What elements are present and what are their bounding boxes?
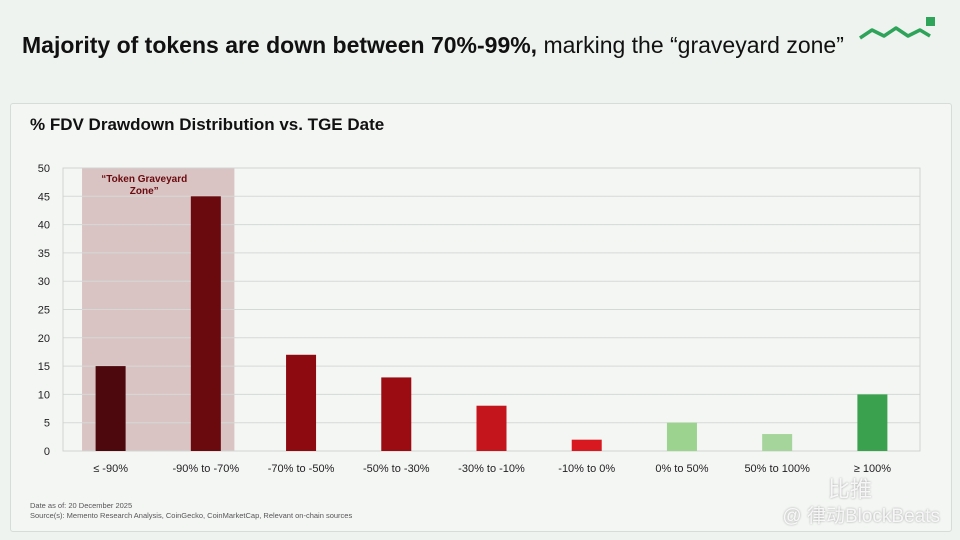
x-tick-label: 50% to 100%	[744, 463, 810, 475]
bar-3	[381, 377, 412, 451]
x-tick-label: ≤ -90%	[93, 463, 128, 475]
y-tick-label: 40	[38, 220, 50, 232]
y-tick-label: 50	[38, 163, 50, 175]
x-tick-label: -50% to -30%	[363, 463, 430, 475]
x-tick-label: ≥ 100%	[854, 463, 891, 475]
x-tick-label: 0% to 50%	[655, 463, 708, 475]
chart-panel	[10, 103, 952, 532]
x-tick-label: -10% to 0%	[558, 463, 615, 475]
headline-rest: marking the “graveyard zone”	[537, 32, 844, 58]
bar-0	[95, 366, 126, 451]
bar-8	[857, 394, 888, 451]
date-note: Date as of: 20 December 2025	[30, 501, 133, 510]
x-tick-label: -30% to -10%	[458, 463, 525, 475]
source-note: Source(s): Memento Research Analysis, Co…	[30, 511, 353, 520]
y-tick-label: 10	[38, 389, 50, 401]
x-tick-label: -90% to -70%	[173, 463, 240, 475]
y-tick-label: 30	[38, 276, 50, 288]
headline-bold: Majority of tokens are down between 70%-…	[22, 32, 538, 58]
y-tick-label: 35	[38, 248, 50, 260]
bar-2	[286, 354, 317, 451]
y-tick-label: 45	[38, 191, 50, 203]
bar-1	[190, 196, 221, 451]
y-tick-label: 20	[38, 333, 50, 345]
watermark-bitui: 比推	[827, 477, 872, 502]
bar-5	[571, 439, 602, 451]
chart-title: % FDV Drawdown Distribution vs. TGE Date	[30, 115, 385, 134]
watermark-blockbeats: @ 律动BlockBeats	[782, 506, 940, 527]
graveyard-label-line2: Zone”	[130, 186, 159, 197]
graveyard-label-line1: “Token Graveyard	[101, 174, 187, 185]
bar-4	[476, 405, 507, 451]
headline: Majority of tokens are down between 70%-…	[22, 30, 862, 61]
y-tick-label: 0	[44, 446, 50, 458]
bar-6	[666, 422, 697, 451]
bar-7	[762, 434, 793, 451]
memento-wave-icon	[859, 17, 935, 40]
y-tick-label: 15	[38, 361, 50, 373]
x-tick-label: -70% to -50%	[268, 463, 335, 475]
y-tick-label: 5	[44, 418, 50, 430]
y-tick-label: 25	[38, 305, 50, 317]
